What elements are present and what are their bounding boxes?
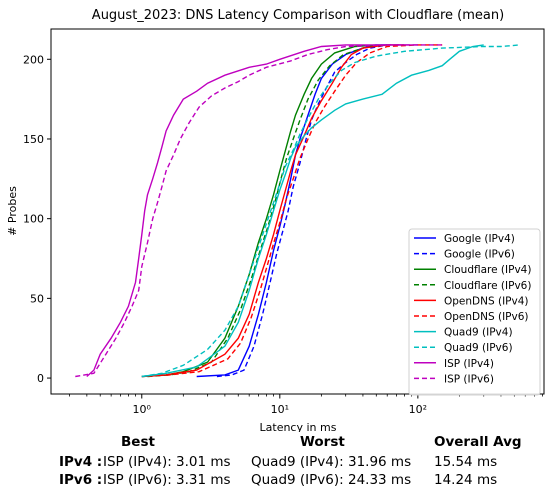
y-tick-label-2: 100 <box>23 213 44 226</box>
series-line-6 <box>141 44 484 378</box>
series-line-5 <box>141 44 443 378</box>
header-worst: Worst <box>300 434 345 450</box>
legend-label-0: Google (IPv4) <box>444 233 515 245</box>
legend-label-6: Quad9 (IPv4) <box>444 327 513 339</box>
worst-ipv6: Quad9 (IPv6): 24.33 ms <box>251 472 412 488</box>
latency-chart: August_2023: DNS Latency Comparison with… <box>6 8 545 432</box>
series-line-0 <box>196 44 388 378</box>
legend-label-3: Cloudflare (IPv6) <box>444 280 531 292</box>
legend: Google (IPv4) Google (IPv6) Cloudflare (IP… <box>408 228 541 396</box>
y-tick-label-4: 200 <box>23 53 44 66</box>
y-tick-label-3: 150 <box>23 133 44 146</box>
header-overall-avg: Overall Avg <box>434 434 522 450</box>
legend-label-8: ISP (IPv4) <box>444 358 494 370</box>
x-axis-label: Latency in ms <box>260 421 337 432</box>
x-tick-label-2: 10² <box>409 403 427 416</box>
stats-table: Best Worst Overall Avg IPv4 : ISP (IPv4)… <box>0 432 555 494</box>
legend-label-2: Cloudflare (IPv4) <box>444 264 531 276</box>
series-line-1 <box>216 44 405 378</box>
y-tick-label-1: 50 <box>30 292 44 305</box>
legend-label-5: OpenDNS (IPv6) <box>444 311 529 323</box>
series-line-9 <box>75 44 443 378</box>
avg-ipv6: 14.24 ms <box>434 472 498 488</box>
legend-label-9: ISP (IPv6) <box>444 373 494 385</box>
chart-title: August_2023: DNS Latency Comparison with… <box>92 8 504 23</box>
worst-ipv4: Quad9 (IPv4): 31.96 ms <box>251 454 412 470</box>
series-line-8 <box>86 44 418 378</box>
series-layer <box>75 44 521 378</box>
avg-ipv4: 15.54 ms <box>434 454 498 470</box>
legend-frame <box>408 228 541 396</box>
series-line-7 <box>141 44 521 378</box>
best-ipv6: ISP (IPv6): 3.31 ms <box>103 472 231 488</box>
row-label-ipv6: IPv6 : <box>59 472 103 488</box>
header-best: Best <box>121 434 155 450</box>
x-tick-label-1: 10¹ <box>271 403 289 416</box>
legend-label-1: Google (IPv6) <box>444 249 515 261</box>
x-tick-label-0: 10⁰ <box>133 403 152 416</box>
legend-label-7: Quad9 (IPv6) <box>444 342 513 354</box>
best-ipv4: ISP (IPv4): 3.01 ms <box>103 454 231 470</box>
y-tick-label-0: 0 <box>37 372 44 385</box>
series-line-2 <box>141 44 377 378</box>
y-axis-label: # Probes <box>6 186 19 236</box>
axis-layer: 0 50 100 150 200 10⁰ 10¹ 10² <box>23 53 543 416</box>
series-line-4 <box>141 44 405 378</box>
legend-label-4: OpenDNS (IPv4) <box>444 295 529 307</box>
row-label-ipv4: IPv4 : <box>59 454 103 470</box>
series-line-3 <box>147 44 383 378</box>
plot-frame <box>50 28 545 395</box>
